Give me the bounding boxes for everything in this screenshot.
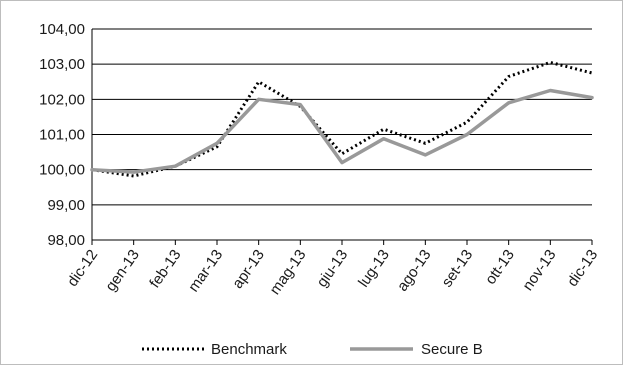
y-tick-label: 100,00 xyxy=(39,162,85,179)
series-line-benchmark xyxy=(91,60,593,178)
y-tick-label: 99,00 xyxy=(47,197,85,214)
gridlines xyxy=(92,28,592,241)
y-tick-label: 101,00 xyxy=(39,127,85,144)
series-lines xyxy=(90,60,594,178)
series-line-secure-b xyxy=(90,88,594,174)
y-tick-label: 102,00 xyxy=(39,91,85,108)
legend: Benchmark Secure B xyxy=(142,341,483,358)
legend-label: Secure B xyxy=(421,341,483,358)
y-tick-label: 98,00 xyxy=(47,232,85,249)
y-tick-label: 103,00 xyxy=(39,56,85,73)
legend-label: Benchmark xyxy=(211,341,287,358)
y-tick-label: 104,00 xyxy=(39,21,85,38)
